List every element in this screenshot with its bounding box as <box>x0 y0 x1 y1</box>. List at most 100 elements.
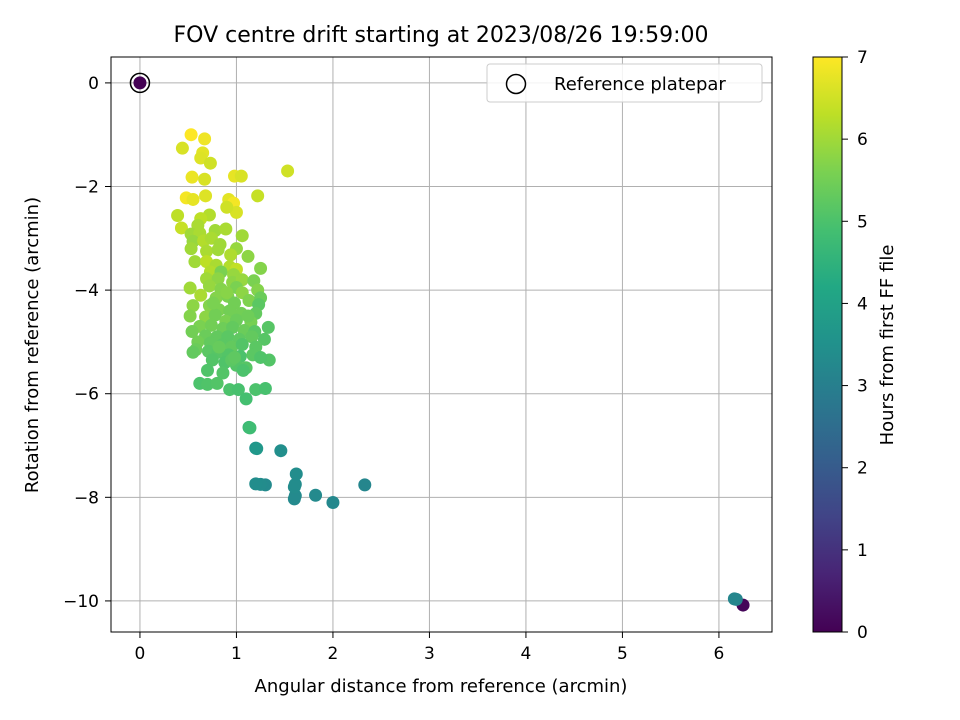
data-point <box>224 248 238 262</box>
data-point <box>220 200 234 214</box>
data-point <box>183 309 197 323</box>
data-point <box>309 488 323 502</box>
data-point <box>186 345 200 359</box>
colorbar-tick-label: 5 <box>857 212 868 232</box>
data-point <box>211 272 225 286</box>
data-point <box>175 141 189 155</box>
data-point <box>211 243 225 257</box>
x-axis-ticks: 0 1 2 3 4 5 6 <box>135 632 725 664</box>
data-point <box>183 281 197 295</box>
x-tick-label: 4 <box>521 644 532 664</box>
y-tick-label: −10 <box>63 592 99 612</box>
data-point <box>185 325 199 339</box>
data-point <box>250 442 264 456</box>
data-point <box>228 350 242 364</box>
y-tick-label: −2 <box>74 178 99 198</box>
data-point <box>174 221 188 235</box>
data-point <box>235 229 249 243</box>
y-tick-label: −8 <box>74 488 99 508</box>
data-point <box>254 261 268 275</box>
colorbar-tick-label: 1 <box>857 541 868 561</box>
data-point <box>186 192 200 206</box>
data-point <box>208 308 222 322</box>
x-axis-label: Angular distance from reference (arcmin) <box>255 676 628 697</box>
x-tick-label: 1 <box>231 644 242 664</box>
data-point <box>274 444 288 458</box>
colorbar-label: Hours from first FF file <box>877 245 898 446</box>
legend-marker-icon <box>505 73 527 95</box>
data-point <box>200 244 214 258</box>
data-point <box>229 205 243 219</box>
data-point <box>261 320 275 334</box>
colorbar-tick-label: 0 <box>857 623 868 643</box>
data-point <box>206 296 220 310</box>
data-point <box>236 363 250 377</box>
data-point <box>241 249 255 263</box>
colorbar-gradient <box>812 56 843 633</box>
data-point <box>171 209 185 223</box>
colorbar-tick-label: 3 <box>857 377 868 397</box>
grid <box>111 57 772 632</box>
data-point <box>258 382 272 396</box>
data-point <box>212 340 226 354</box>
x-tick-label: 6 <box>714 644 725 664</box>
legend-box <box>486 63 763 103</box>
data-point <box>199 189 213 203</box>
data-point <box>727 592 741 606</box>
legend: Reference platepar <box>486 63 763 103</box>
data-point <box>234 169 248 183</box>
data-point <box>185 170 199 184</box>
data-point <box>184 128 198 142</box>
data-point <box>326 495 340 509</box>
data-point <box>202 279 216 293</box>
data-point <box>249 383 263 397</box>
data-point <box>254 350 268 364</box>
data-point <box>198 132 212 146</box>
colorbar-tick-label: 6 <box>857 130 868 150</box>
data-point <box>198 172 212 186</box>
data-point <box>257 332 271 346</box>
data-point <box>184 242 198 256</box>
x-tick-label: 2 <box>328 644 339 664</box>
data-point <box>281 164 295 178</box>
x-tick-label: 0 <box>135 644 146 664</box>
data-point <box>223 304 237 318</box>
data-point <box>205 353 219 367</box>
x-tick-label: 5 <box>617 644 628 664</box>
reference-point <box>133 76 147 90</box>
data-point <box>235 338 249 351</box>
data-point <box>200 377 214 391</box>
data-point <box>219 222 233 236</box>
data-point <box>210 376 224 390</box>
y-tick-label: 0 <box>88 74 99 94</box>
data-point <box>245 330 259 344</box>
data-point <box>186 299 200 313</box>
data-point <box>251 189 265 203</box>
data-point <box>188 255 202 269</box>
data-point <box>203 156 217 170</box>
data-point <box>241 309 255 323</box>
data-point <box>231 383 245 397</box>
data-point <box>239 392 253 406</box>
legend-label: Reference platepar <box>554 74 726 95</box>
data-point <box>289 467 303 481</box>
data-point <box>358 478 372 492</box>
chart-title: FOV centre drift starting at 2023/08/26 … <box>174 23 709 48</box>
colorbar-ticks: 0 1 2 3 4 5 6 7 <box>842 48 868 643</box>
y-axis-ticks: 0 −2 −4 −6 −8 −10 <box>63 74 111 612</box>
x-tick-label: 3 <box>424 644 435 664</box>
data-point <box>204 318 218 332</box>
colorbar-tick-label: 4 <box>857 294 868 314</box>
data-point <box>200 363 214 377</box>
colorbar: 0 1 2 3 4 5 6 7 Hours from first FF file <box>812 48 898 643</box>
data-point <box>249 477 263 491</box>
colorbar-tick-label: 7 <box>857 48 868 68</box>
y-tick-label: −6 <box>74 385 99 405</box>
data-point <box>194 288 208 302</box>
plot-frame <box>110 56 773 633</box>
data-point <box>243 421 257 435</box>
data-point <box>288 477 302 491</box>
y-tick-label: −4 <box>74 281 99 301</box>
data-point <box>216 366 230 380</box>
